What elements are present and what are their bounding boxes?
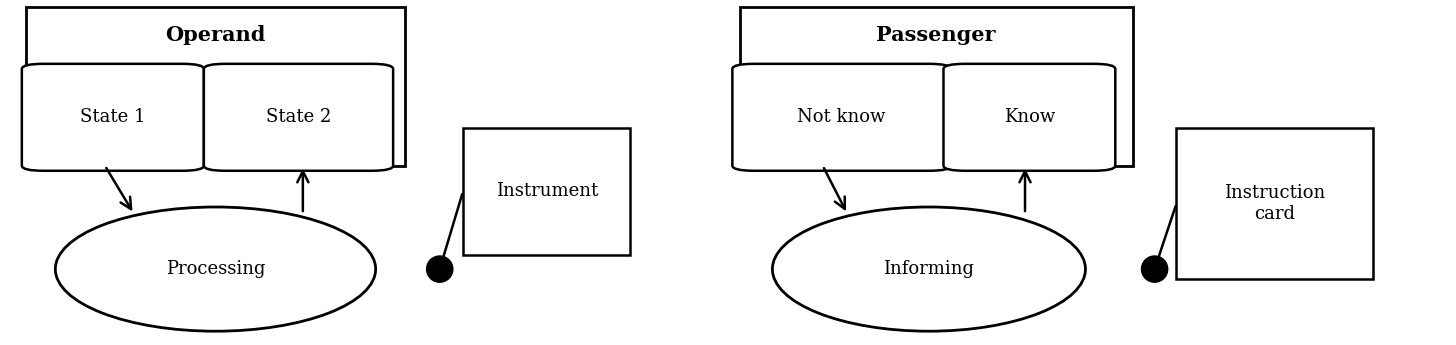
FancyBboxPatch shape [22, 64, 204, 171]
FancyBboxPatch shape [204, 64, 393, 171]
FancyBboxPatch shape [732, 64, 951, 171]
Text: Instruction
card: Instruction card [1224, 184, 1325, 223]
Text: Not know: Not know [798, 108, 885, 126]
Text: Processing: Processing [166, 260, 265, 278]
Text: State 2: State 2 [266, 108, 331, 126]
Bar [740, 7, 1133, 166]
Text: State 1: State 1 [80, 108, 146, 126]
Text: Informing: Informing [884, 260, 974, 278]
Bar [26, 7, 405, 166]
Text: Operand: Operand [166, 26, 265, 46]
Bar [1176, 128, 1373, 279]
Ellipse shape [1142, 256, 1168, 282]
Ellipse shape [427, 256, 453, 282]
FancyBboxPatch shape [943, 64, 1115, 171]
Ellipse shape [55, 207, 376, 331]
Ellipse shape [773, 207, 1086, 331]
Text: Know: Know [1003, 108, 1056, 126]
Bar [463, 128, 630, 255]
Text: Instrument: Instrument [495, 183, 598, 200]
Text: Passenger: Passenger [877, 26, 996, 46]
